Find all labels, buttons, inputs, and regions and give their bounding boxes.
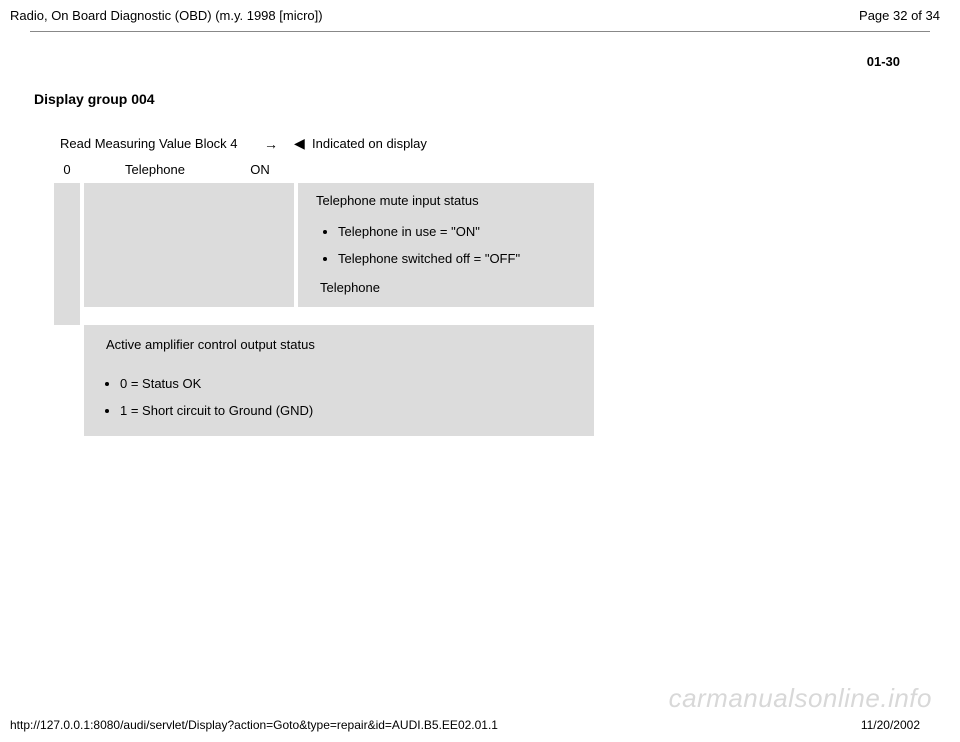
measure-row: Read Measuring Value Block 4 → ◀ Indicat… [54,129,594,158]
top-header: Radio, On Board Diagnostic (OBD) (m.y. 1… [0,0,960,29]
lower-bullets: 0 = Status OK 1 = Short circuit to Groun… [106,370,584,424]
gray-left-strip [54,183,80,307]
spacer-row [54,307,594,325]
values-row: 0 Telephone ON [54,158,594,183]
arrow-right-icon: → [264,136,294,152]
page-number: 01-30 [0,32,960,69]
upper-bullets: Telephone in use = "ON" Telephone switch… [316,218,584,272]
footer-url: http://127.0.0.1:8080/audi/servlet/Displ… [10,718,498,732]
footer-date: 11/20/2002 [861,718,920,732]
content-block: Read Measuring Value Block 4 → ◀ Indicat… [54,129,594,436]
value-col3: ON [230,162,290,177]
footer: http://127.0.0.1:8080/audi/servlet/Displ… [0,718,960,732]
lower-inner: 0 = Status OK 1 = Short circuit to Groun… [84,360,594,436]
arrow-left-icon: ◀ [294,135,312,152]
gray-mid-strip [84,183,294,307]
page-of: Page 32 of 34 [859,8,940,23]
section-title: Display group 004 [0,69,960,129]
lower-title: Active amplifier control output status [84,325,594,360]
upper-gray-block: Telephone mute input status Telephone in… [54,183,594,307]
doc-title: Radio, On Board Diagnostic (OBD) (m.y. 1… [10,8,323,23]
list-item: 0 = Status OK [120,370,584,397]
watermark: carmanualsonline.info [669,683,932,714]
white-left-narrow [54,325,80,436]
list-item: Telephone switched off = "OFF" [338,245,584,272]
white-spacer [80,307,594,325]
list-item: 1 = Short circuit to Ground (GND) [120,397,584,424]
telephone-label: Telephone [316,272,584,301]
value-col1: 0 [54,162,80,177]
gray-right-block: Telephone mute input status Telephone in… [298,183,594,307]
read-label: Read Measuring Value Block 4 [54,136,264,151]
upper-title: Telephone mute input status [316,193,584,218]
lower-gray-block: Active amplifier control output status 0… [84,325,594,436]
gray-left-continue [54,307,80,325]
lower-row: Active amplifier control output status 0… [54,325,594,436]
indicated-label: Indicated on display [312,136,594,151]
value-col2: Telephone [80,162,230,177]
list-item: Telephone in use = "ON" [338,218,584,245]
